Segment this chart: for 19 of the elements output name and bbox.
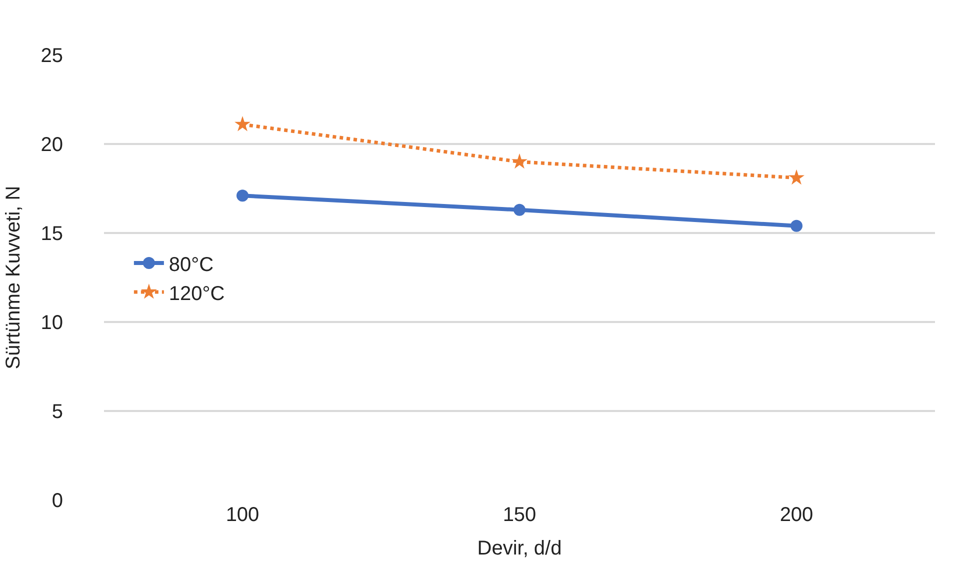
x-axis-title: Devir, d/d — [477, 538, 562, 560]
point — [512, 153, 528, 169]
x-tick-label: 200 — [780, 504, 814, 526]
y-tick-label: 5 — [52, 401, 63, 423]
legend-label: 120°C — [168, 282, 225, 305]
y-tick-label: 20 — [40, 134, 63, 156]
point — [234, 116, 250, 132]
legend-label: 80°C — [168, 254, 214, 276]
y-tick-label: 10 — [40, 312, 63, 334]
point — [790, 220, 802, 232]
point — [236, 190, 248, 202]
y-axis-title: Sürtünme Kuvveti, N — [2, 186, 24, 370]
y-tick-label: 15 — [40, 223, 63, 245]
x-tick-label: 150 — [502, 504, 536, 526]
point — [514, 204, 526, 216]
x-tick-label: 100 — [226, 504, 260, 526]
y-tick-label: 25 — [40, 45, 63, 67]
y-tick-label: 0 — [52, 490, 63, 512]
point — [788, 169, 804, 185]
